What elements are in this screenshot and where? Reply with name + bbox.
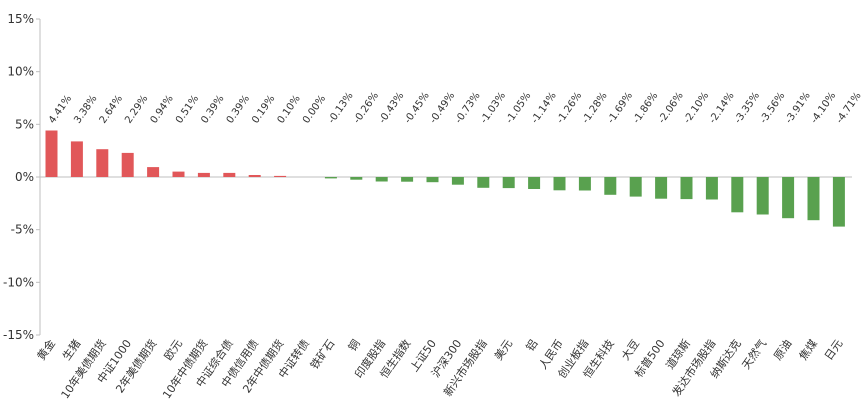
category-label: 生猪 [59, 337, 83, 363]
bar [578, 177, 591, 191]
bar [528, 177, 541, 189]
bar [96, 149, 109, 177]
data-label: 2.29% [123, 93, 150, 125]
bar [223, 172, 236, 177]
data-label: -1.26% [555, 90, 584, 125]
category-label: 铝 [523, 337, 541, 354]
data-label: -3.91% [784, 90, 813, 125]
bar [70, 141, 83, 177]
category-label: 天然气 [739, 337, 769, 372]
data-label: -1.05% [504, 90, 533, 125]
data-label: -1.28% [580, 90, 609, 125]
bar [680, 177, 693, 200]
data-label: -2.14% [707, 90, 736, 125]
data-label: -3.56% [758, 90, 787, 125]
bar [401, 177, 414, 182]
data-label: -1.14% [530, 90, 559, 125]
y-tick-label: -10% [3, 275, 34, 289]
bar [553, 177, 566, 191]
data-label: 0.51% [174, 93, 201, 125]
bar [426, 177, 439, 183]
category-label: 日元 [822, 337, 845, 362]
bar [807, 177, 820, 221]
bar [705, 177, 718, 200]
data-label: -1.69% [606, 90, 635, 125]
bar [121, 152, 134, 177]
data-label: -0.13% [326, 90, 355, 125]
category-label: 铜 [345, 337, 363, 354]
bar [655, 177, 668, 199]
data-label: -0.45% [403, 90, 432, 125]
data-label: -0.26% [352, 90, 381, 125]
category-label: 欧元 [162, 337, 185, 362]
data-label: -1.86% [631, 90, 660, 125]
data-label-group: 4.41%3.38%2.64%2.29%0.94%0.51%0.39%0.39%… [47, 90, 864, 125]
bar [248, 175, 261, 177]
y-tick-label: 0% [15, 170, 34, 184]
bar [604, 177, 617, 195]
bar [451, 177, 464, 185]
data-label: 0.39% [199, 93, 226, 125]
bar [782, 177, 795, 219]
category-label: 美元 [492, 337, 515, 362]
y-tick-label: -15% [3, 328, 34, 342]
data-label: 3.38% [72, 93, 99, 125]
bar [731, 177, 744, 213]
data-label: -0.43% [377, 90, 406, 125]
y-tick-label: 15% [7, 12, 34, 26]
category-label: 铁矿石 [308, 337, 338, 371]
data-label: -2.10% [682, 90, 711, 125]
data-label: 0.00% [301, 93, 328, 125]
data-label: -0.49% [428, 90, 457, 125]
bar [832, 177, 845, 227]
data-label: -4.10% [809, 90, 838, 125]
bar [45, 130, 58, 177]
category-label: 焦煤 [797, 337, 820, 362]
bar [502, 177, 515, 189]
data-label: -3.35% [733, 90, 762, 125]
bar [274, 175, 287, 177]
category-label: 原油 [770, 337, 794, 363]
data-label: 2.64% [98, 93, 125, 125]
data-label: 4.41% [47, 93, 74, 125]
data-label: 0.39% [225, 93, 252, 125]
bar [172, 171, 185, 177]
bar [197, 172, 210, 177]
category-label: 黄金 [34, 337, 58, 363]
data-label: 0.94% [149, 93, 176, 125]
data-label: 0.10% [276, 93, 303, 125]
bar [756, 177, 769, 215]
bar [147, 167, 160, 177]
data-label: -2.06% [657, 90, 686, 125]
y-tick-label: 5% [15, 117, 34, 131]
y-tick-label: -5% [11, 223, 34, 237]
data-label: 0.19% [250, 93, 277, 125]
data-label: -0.73% [453, 90, 482, 125]
bar [350, 177, 363, 180]
bar [375, 177, 388, 182]
bar [477, 177, 490, 188]
category-label: 大豆 [618, 337, 642, 363]
bar-series [45, 130, 845, 227]
y-axis: -15% -10% -5% 0% 5% 10% 15% [3, 12, 852, 342]
bar [324, 177, 337, 179]
data-label: -1.03% [479, 90, 508, 125]
bar [629, 177, 642, 197]
y-tick-label: 10% [7, 65, 34, 79]
data-label: -4.71% [834, 90, 863, 125]
